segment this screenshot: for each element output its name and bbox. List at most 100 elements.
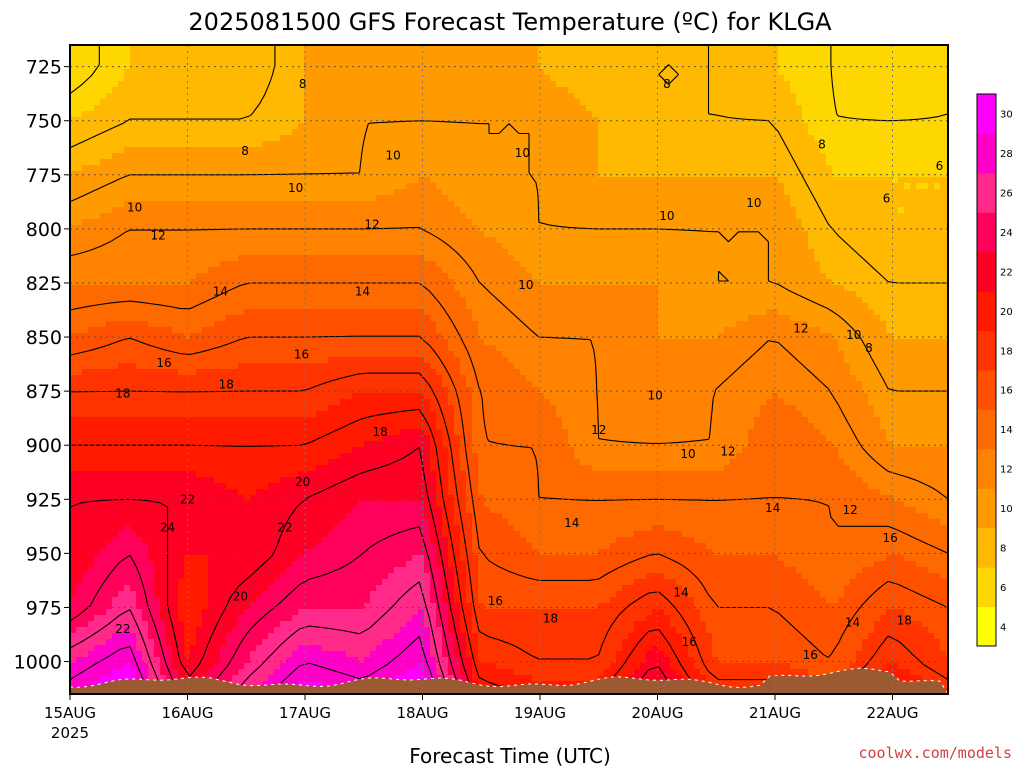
temperature-cell <box>100 381 107 388</box>
temperature-cell <box>322 171 329 178</box>
temperature-cell <box>100 609 107 616</box>
temperature-cell <box>286 423 293 430</box>
temperature-cell <box>154 117 161 124</box>
temperature-cell <box>196 201 203 208</box>
temperature-cell <box>274 663 281 670</box>
temperature-cell <box>160 405 167 412</box>
temperature-cell <box>202 411 209 418</box>
temperature-cell <box>286 513 293 520</box>
temperature-cell <box>88 645 95 652</box>
temperature-cell <box>142 513 149 520</box>
temperature-cell <box>190 501 197 508</box>
temperature-cell <box>106 141 113 148</box>
temperature-cell <box>232 609 239 616</box>
temperature-cell <box>262 603 269 610</box>
temperature-cell <box>130 435 137 442</box>
temperature-cell <box>238 87 245 94</box>
temperature-cell <box>328 315 335 322</box>
temperature-cell <box>214 51 221 58</box>
temperature-cell <box>178 447 185 454</box>
temperature-cell <box>244 477 251 484</box>
temperature-cell <box>328 501 335 508</box>
temperature-cell <box>262 129 269 136</box>
temperature-cell <box>334 465 341 472</box>
temperature-cell <box>286 603 293 610</box>
temperature-cell <box>286 111 293 118</box>
temperature-cell <box>112 393 119 400</box>
temperature-cell <box>190 255 197 262</box>
temperature-cell <box>160 315 167 322</box>
temperature-cell <box>136 327 143 334</box>
temperature-cell <box>172 183 179 190</box>
temperature-cell <box>94 591 101 598</box>
temperature-cell <box>124 567 131 574</box>
temperature-cell <box>178 231 185 238</box>
temperature-cell <box>268 99 275 106</box>
temperature-cell <box>268 489 275 496</box>
temperature-cell <box>142 375 149 382</box>
temperature-cell <box>250 51 257 58</box>
temperature-cell <box>316 477 323 484</box>
temperature-cell <box>154 429 161 436</box>
temperature-cell <box>106 57 113 64</box>
temperature-cell <box>136 483 143 490</box>
temperature-cell <box>220 75 227 82</box>
temperature-cell <box>334 165 341 172</box>
temperature-cell <box>94 333 101 340</box>
temperature-cell <box>142 417 149 424</box>
temperature-cell <box>304 387 311 394</box>
temperature-cell <box>100 561 107 568</box>
temperature-cell <box>76 447 83 454</box>
temperature-cell <box>88 105 95 112</box>
temperature-cell <box>310 141 317 148</box>
temperature-cell <box>142 57 149 64</box>
temperature-cell <box>238 429 245 436</box>
temperature-cell <box>154 537 161 544</box>
temperature-cell <box>238 225 245 232</box>
temperature-cell <box>340 351 347 358</box>
temperature-cell <box>304 261 311 268</box>
temperature-cell <box>136 459 143 466</box>
temperature-cell <box>100 63 107 70</box>
temperature-cell <box>136 363 143 370</box>
temperature-cell <box>154 423 161 430</box>
temperature-cell <box>328 291 335 298</box>
temperature-cell <box>250 477 257 484</box>
temperature-cell <box>340 345 347 352</box>
temperature-cell <box>184 297 191 304</box>
temperature-cell <box>256 423 263 430</box>
temperature-cell <box>334 87 341 94</box>
temperature-cell <box>232 333 239 340</box>
temperature-cell <box>100 99 107 106</box>
temperature-cell <box>184 501 191 508</box>
temperature-cell <box>232 219 239 226</box>
temperature-cell <box>130 531 137 538</box>
temperature-cell <box>82 123 89 130</box>
temperature-cell <box>256 177 263 184</box>
temperature-cell <box>256 285 263 292</box>
temperature-cell <box>76 261 83 268</box>
temperature-cell <box>316 273 323 280</box>
temperature-cell <box>304 657 311 664</box>
temperature-cell <box>160 399 167 406</box>
temperature-cell <box>250 375 257 382</box>
temperature-cell <box>214 639 221 646</box>
temperature-cell <box>148 513 155 520</box>
temperature-cell <box>298 495 305 502</box>
temperature-cell <box>166 399 173 406</box>
temperature-cell <box>226 417 233 424</box>
temperature-cell <box>226 387 233 394</box>
temperature-cell <box>196 603 203 610</box>
temperature-cell <box>130 495 137 502</box>
temperature-cell <box>310 615 317 622</box>
temperature-cell <box>250 339 257 346</box>
temperature-cell <box>286 639 293 646</box>
temperature-cell <box>310 93 317 100</box>
temperature-cell <box>256 663 263 670</box>
temperature-cell <box>334 537 341 544</box>
temperature-cell <box>214 321 221 328</box>
temperature-cell <box>292 507 299 514</box>
temperature-cell <box>304 87 311 94</box>
temperature-cell <box>328 663 335 670</box>
temperature-cell <box>250 57 257 64</box>
